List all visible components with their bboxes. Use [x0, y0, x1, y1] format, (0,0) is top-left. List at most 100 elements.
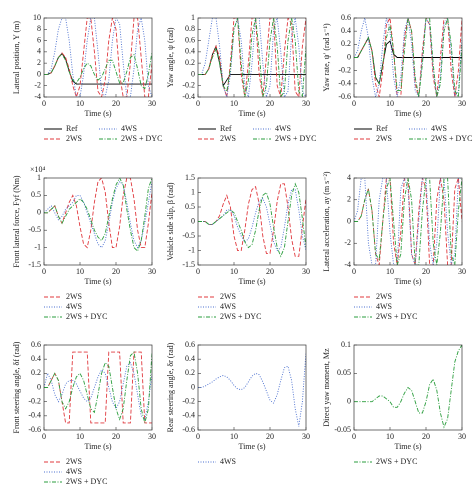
plot-area	[198, 182, 306, 258]
x-tick-label: 0	[352, 267, 356, 276]
y-tick-label: 0	[347, 396, 351, 405]
plot-area	[44, 351, 152, 424]
x-tick-label: 20	[266, 267, 274, 276]
y-tick-label: 0.6	[185, 340, 195, 349]
y-tick-label: 0.4	[341, 26, 351, 35]
legend-label: 2WS	[376, 292, 392, 301]
legend-label: 2WS + DYC	[220, 312, 261, 321]
series-line	[354, 18, 462, 97]
y-tick-label: -0.2	[28, 396, 41, 405]
x-tick-label: 30	[458, 267, 466, 276]
y-tick-label: 4	[347, 173, 351, 182]
plot-area	[198, 18, 306, 97]
y-tick-label: -0.2	[338, 65, 351, 74]
y-axis-label: Lateral acceleration, ay (m s⁻²)	[322, 171, 331, 271]
panel: 0 10 20 30 -4 -2 0 2 4 Time (s) Lateral accelerati…	[322, 171, 466, 321]
series-line	[198, 18, 306, 97]
x-axis-label: Time (s)	[238, 442, 265, 451]
y-tick-label: 0	[191, 382, 195, 391]
x-tick-label: 10	[386, 432, 394, 441]
y-tick-label: 0.5	[31, 190, 41, 199]
y-tick-label: -0.4	[182, 411, 195, 420]
x-tick-label: 20	[112, 99, 120, 108]
y-tick-label: 0.4	[185, 354, 195, 363]
x-axis-label: Time (s)	[238, 277, 265, 286]
series-line	[44, 18, 152, 97]
x-tick-label: 20	[422, 99, 430, 108]
plot-area	[44, 18, 152, 97]
plot-frame	[353, 177, 463, 266]
x-tick-label: 20	[112, 432, 120, 441]
y-tick-label: 0	[347, 216, 351, 225]
legend-label: 2WS	[66, 457, 82, 466]
legend-label: Ref	[220, 124, 232, 133]
y-tick-label: 10	[33, 13, 41, 22]
y-tick-label: 1.5	[185, 173, 195, 182]
legend-label: 2WS + DYC	[431, 134, 472, 143]
series-line	[354, 345, 462, 429]
x-tick-label: 20	[266, 99, 274, 108]
y-axis-label: Yaw angle, ψ (rad)	[166, 27, 175, 88]
series-line	[44, 18, 152, 97]
y-tick-label: -0.4	[338, 79, 351, 88]
x-axis-label: Time (s)	[84, 277, 111, 286]
y-tick-label: 0	[37, 382, 41, 391]
legend-label: 4WS	[121, 124, 137, 133]
legend-label: 2WS	[376, 134, 392, 143]
legend-label: 2WS	[66, 134, 82, 143]
x-tick-label: 30	[302, 99, 310, 108]
series-line	[44, 180, 152, 249]
plot-frame	[353, 344, 463, 431]
plot-area	[44, 178, 152, 252]
series-line	[44, 178, 152, 252]
y-axis-label: Vehicle side slip, β (rad)	[166, 182, 175, 260]
series-line	[354, 178, 462, 265]
series-line	[44, 51, 152, 90]
x-tick-label: 30	[148, 267, 156, 276]
legend-label: 2WS	[220, 292, 236, 301]
y-tick-label: 0.1	[341, 340, 351, 349]
y-axis-label: Rear steering angle, δr (rad)	[166, 342, 175, 432]
legend-label: Ref	[376, 124, 388, 133]
x-tick-label: 0	[196, 99, 200, 108]
y-tick-label: 2	[347, 195, 351, 204]
series-line	[198, 183, 306, 257]
y-tick-label: -2	[34, 81, 41, 90]
series-line	[198, 182, 306, 258]
y-tick-label: 0	[191, 69, 195, 78]
y-tick-label: 0.2	[185, 58, 195, 67]
y-tick-label: -0.5	[182, 231, 195, 240]
legend-label: 4WS	[275, 124, 291, 133]
legend-label: 4WS	[431, 124, 447, 133]
y-tick-label: -0.4	[28, 411, 41, 420]
y-tick-label: 0.6	[31, 340, 41, 349]
x-tick-label: 30	[458, 99, 466, 108]
y-tick-label: -1	[188, 245, 195, 254]
x-axis-label: Time (s)	[394, 442, 421, 451]
x-axis-label: Time (s)	[394, 109, 421, 118]
x-tick-label: 0	[42, 267, 46, 276]
y-axis-label: Yaw rate, ψ′ (rad s⁻¹)	[322, 23, 331, 92]
x-tick-label: 0	[196, 267, 200, 276]
x-tick-label: 10	[230, 267, 238, 276]
y-tick-label: -0.2	[182, 81, 195, 90]
y-tick-label: 0.2	[341, 39, 351, 48]
x-tick-label: 0	[42, 432, 46, 441]
y-axis-label: Front steering angle, δf (rad)	[12, 341, 21, 433]
x-tick-label: 20	[422, 267, 430, 276]
x-tick-label: 30	[148, 99, 156, 108]
y-tick-label: -1.5	[182, 260, 195, 269]
y-tick-label: 0	[37, 69, 41, 78]
legend-label: 2WS + DYC	[66, 477, 107, 486]
x-tick-label: 10	[386, 267, 394, 276]
y-tick-label: 0.6	[341, 13, 351, 22]
legend-label: 2WS + DYC	[121, 134, 162, 143]
legend-label: 2WS	[66, 292, 82, 301]
legend-label: 2WS + DYC	[376, 457, 417, 466]
y-axis-label: Lateral position, Y (m)	[12, 21, 21, 95]
y-tick-label: -4	[344, 260, 351, 269]
y-tick-label: 0.05	[337, 368, 351, 377]
legend-label: 4WS	[220, 457, 236, 466]
x-tick-label: 10	[230, 99, 238, 108]
